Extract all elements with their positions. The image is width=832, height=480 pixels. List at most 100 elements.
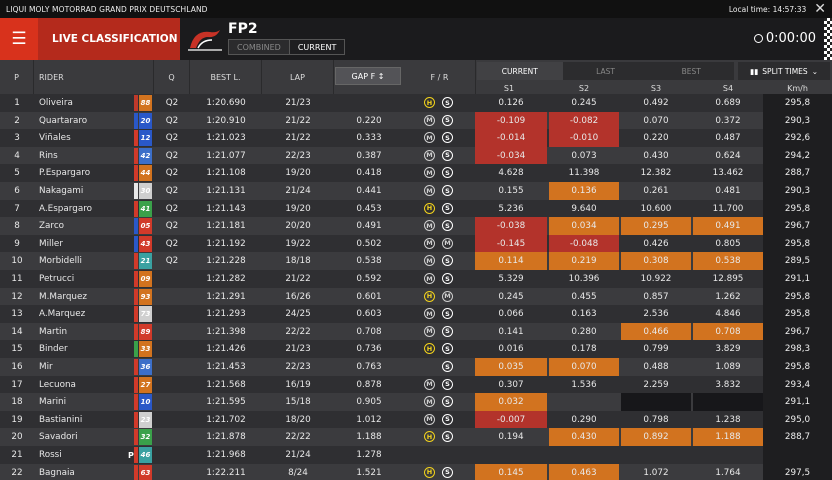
table-row[interactable]: 18 Marini 10 1:21.595 15/18 0.905 M S 0.032 291,1 — [0, 393, 832, 412]
lap-cell: 16/19 — [285, 379, 311, 390]
table-row[interactable]: 1 Oliveira 88 Q2 1:20.690 21/23 H S 0.126 0.245 0.… — [0, 94, 832, 112]
header: ☰ LIVE CLASSIFICATION FP2 COMBINED CURRE… — [0, 18, 832, 60]
table-row[interactable]: 2 Quartararo 20 Q2 1:20.910 21/22 0.220 M S -0.10… — [0, 111, 832, 130]
table-row[interactable]: 11 Petrucci 09 1:21.282 21/22 0.592 M S 5.329 10.… — [0, 270, 832, 288]
position-cell: 20 — [11, 432, 23, 443]
q-cell — [154, 411, 190, 429]
col-q[interactable]: Q — [154, 60, 190, 94]
q-cell: Q2 — [165, 256, 179, 267]
country-flag — [134, 359, 138, 375]
best-lap-cell: 1:21.453 — [206, 362, 246, 372]
table-row[interactable]: 3 Viñales 12 Q2 1:21.023 21/22 0.333 M S -0.014 -0… — [0, 129, 832, 148]
speed-cell: 293,4 — [763, 375, 832, 394]
table-row[interactable]: 14 Martin 89 1:21.398 22/22 0.708 M S 0.141 0.280… — [0, 322, 832, 341]
rider-number-badge: 42 — [139, 147, 152, 164]
sector-3-cell: 0.488 — [643, 362, 669, 372]
table-row[interactable]: 6 Nakagami 30 Q2 1:21.131 21/24 0.441 M S 0.155 0.… — [0, 182, 832, 200]
tyre-rear-icon: S — [442, 378, 453, 390]
table-row[interactable]: 19 Bastianini 23 1:21.702 18/20 1.012 M S -0.007… — [0, 410, 832, 429]
table-row[interactable]: 13 A.Marquez 73 1:21.293 24/25 0.603 M S 0.066 0.… — [0, 305, 832, 324]
table-row[interactable]: 21 Rossi P 46 1:21.968 21/24 1.278 — [0, 446, 832, 464]
tyre-rear-icon: S — [442, 466, 453, 478]
lap-cell: 19/20 — [285, 168, 311, 179]
sector-4-cell: 0.491 — [693, 217, 763, 236]
position-cell: 7 — [14, 203, 20, 214]
tyre-front-icon: M — [424, 220, 435, 232]
col-gap-sort-button[interactable]: GAP F ↕ — [335, 67, 401, 85]
speed-cell: 290,3 — [763, 182, 832, 200]
rider-name: Zarco — [39, 221, 65, 232]
mode-current-button[interactable]: CURRENT — [288, 40, 345, 54]
best-lap-cell: 1:21.878 — [206, 432, 246, 443]
rider-name: Petrucci — [39, 274, 75, 284]
sector-1-cell: 0.155 — [498, 186, 524, 196]
rider-name: Viñales — [39, 133, 71, 144]
mode-combined-button[interactable]: COMBINED — [229, 40, 289, 54]
q-cell — [154, 393, 190, 411]
sector-3-cell — [621, 446, 691, 464]
position-cell: 2 — [14, 115, 20, 126]
table-row[interactable]: 12 M.Marquez 93 1:21.291 16/26 0.601 H M 0.245 0.… — [0, 287, 832, 306]
split-tab-best[interactable]: BEST — [681, 66, 701, 76]
table-row[interactable]: 15 Binder 33 1:21.426 21/23 0.736 H S 0.016 0.178… — [0, 340, 832, 359]
rider-number-badge: 33 — [139, 341, 152, 358]
rider-name: Marini — [39, 397, 67, 408]
gap-cell: 1.278 — [356, 450, 382, 460]
country-flag — [134, 447, 138, 463]
table-row[interactable]: 5 P.Espargaro 44 Q2 1:21.108 19/20 0.418 M S 4.62… — [0, 164, 832, 183]
sector-3-cell: 12.382 — [640, 168, 672, 179]
sector-3-cell: 2.536 — [643, 309, 669, 320]
position-cell: 6 — [14, 186, 20, 196]
gap-cell: 0.418 — [356, 168, 382, 179]
rider-number-badge: 21 — [139, 253, 152, 270]
hamburger-icon[interactable]: ☰ — [0, 18, 38, 60]
country-flag — [134, 147, 138, 164]
sector-2-cell: 1.536 — [571, 379, 597, 390]
table-row[interactable]: 8 Zarco 05 Q2 1:21.181 20/20 0.491 M S -0.038 0.03… — [0, 217, 832, 236]
table-row[interactable]: 16 Mir 36 1:21.453 22/23 0.763 S 0.035 0.070 0.48… — [0, 358, 832, 376]
split-times-dropdown[interactable]: ▮▮ SPLIT TIMES ⌄ — [738, 62, 830, 80]
table-row[interactable]: 9 Miller 43 Q2 1:21.192 19/22 0.502 M M -0.145 -0.… — [0, 234, 832, 253]
sector-2-cell: 0.178 — [571, 344, 597, 355]
rider-number-badge: 93 — [139, 288, 152, 305]
col-lap[interactable]: LAP — [262, 60, 334, 94]
col-rider[interactable]: RIDER — [34, 60, 154, 94]
table-row[interactable]: 10 Morbidelli 21 Q2 1:21.228 18/18 0.538 M S 0.11… — [0, 252, 832, 271]
sector-4-cell: 1.188 — [693, 428, 763, 447]
tyre-front-icon: M — [424, 114, 435, 126]
rider-number-badge: 73 — [139, 306, 152, 323]
position-cell: 1 — [14, 98, 20, 108]
split-tab-last[interactable]: LAST — [596, 66, 615, 76]
speed-cell: 295,8 — [763, 287, 832, 306]
speed-cell: 291,1 — [763, 393, 832, 412]
country-flag — [134, 271, 138, 287]
clock-icon — [753, 34, 763, 43]
col-position[interactable]: P — [0, 60, 34, 94]
table-row[interactable]: 4 Rins 42 Q2 1:21.077 22/23 0.387 M S -0.034 0.073… — [0, 146, 832, 165]
col-best-lap[interactable]: BEST L. — [190, 60, 262, 94]
sector-4-cell: 1.764 — [715, 467, 741, 478]
sector-1-cell: -0.034 — [475, 146, 547, 165]
tyre-front-icon: H — [424, 290, 435, 302]
sector-4-cell: 3.829 — [715, 344, 741, 355]
sector-1-cell: -0.109 — [475, 111, 547, 130]
position-cell: 12 — [11, 291, 23, 302]
rider-number-badge: 12 — [139, 130, 152, 147]
table-row[interactable]: 22 Bagnaia 63 1:22.211 8/24 1.521 H S 0.145 0.463… — [0, 463, 832, 480]
sector-2-cell: 0.163 — [571, 309, 597, 320]
col-tyres[interactable]: F / R — [404, 60, 476, 94]
close-icon[interactable]: ✕ — [814, 1, 826, 17]
tyre-rear-icon: S — [442, 361, 453, 372]
q-cell: Q2 — [165, 133, 179, 144]
sector-1-cell: 0.016 — [498, 344, 524, 355]
position-cell: 15 — [11, 344, 23, 355]
rider-name: Nakagami — [39, 186, 84, 196]
table-row[interactable]: 20 Savadori 32 1:21.878 22/22 1.188 H S 0.194 0.4… — [0, 428, 832, 447]
table-row[interactable]: 17 Lecuona 27 1:21.568 16/19 0.878 M S 0.307 1.53… — [0, 375, 832, 394]
rider-number-badge: 10 — [139, 394, 152, 411]
table-row[interactable]: 7 A.Espargaro 41 Q2 1:21.143 19/20 0.453 H S 5.23… — [0, 199, 832, 218]
gap-cell: 1.521 — [356, 467, 382, 478]
lap-cell: 19/20 — [285, 203, 311, 214]
split-tab-current[interactable]: CURRENT — [477, 62, 563, 80]
sector-3-cell: 0.261 — [643, 186, 669, 196]
